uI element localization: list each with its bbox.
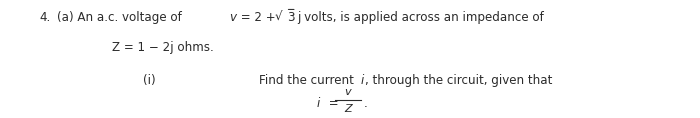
Text: v: v [344,87,351,97]
Text: √: √ [274,11,282,24]
Text: , through the circuit, given that: , through the circuit, given that [365,74,553,87]
Text: Z: Z [344,104,352,114]
Text: = 2 +: = 2 + [237,11,279,24]
Text: (a) An a.c. voltage of: (a) An a.c. voltage of [57,11,186,24]
Text: j volts, is applied across an impedance of: j volts, is applied across an impedance … [297,11,544,24]
Text: =: = [325,97,338,110]
Text: .: . [363,97,367,110]
Text: i: i [316,97,320,110]
Text: v: v [230,11,237,24]
Text: Z = 1 − 2j ohms.: Z = 1 − 2j ohms. [112,41,214,54]
Text: 3: 3 [287,11,295,24]
Text: Find the current: Find the current [259,74,358,87]
Text: 4.: 4. [39,11,50,24]
Text: i: i [360,74,364,87]
Text: (i): (i) [144,74,156,87]
